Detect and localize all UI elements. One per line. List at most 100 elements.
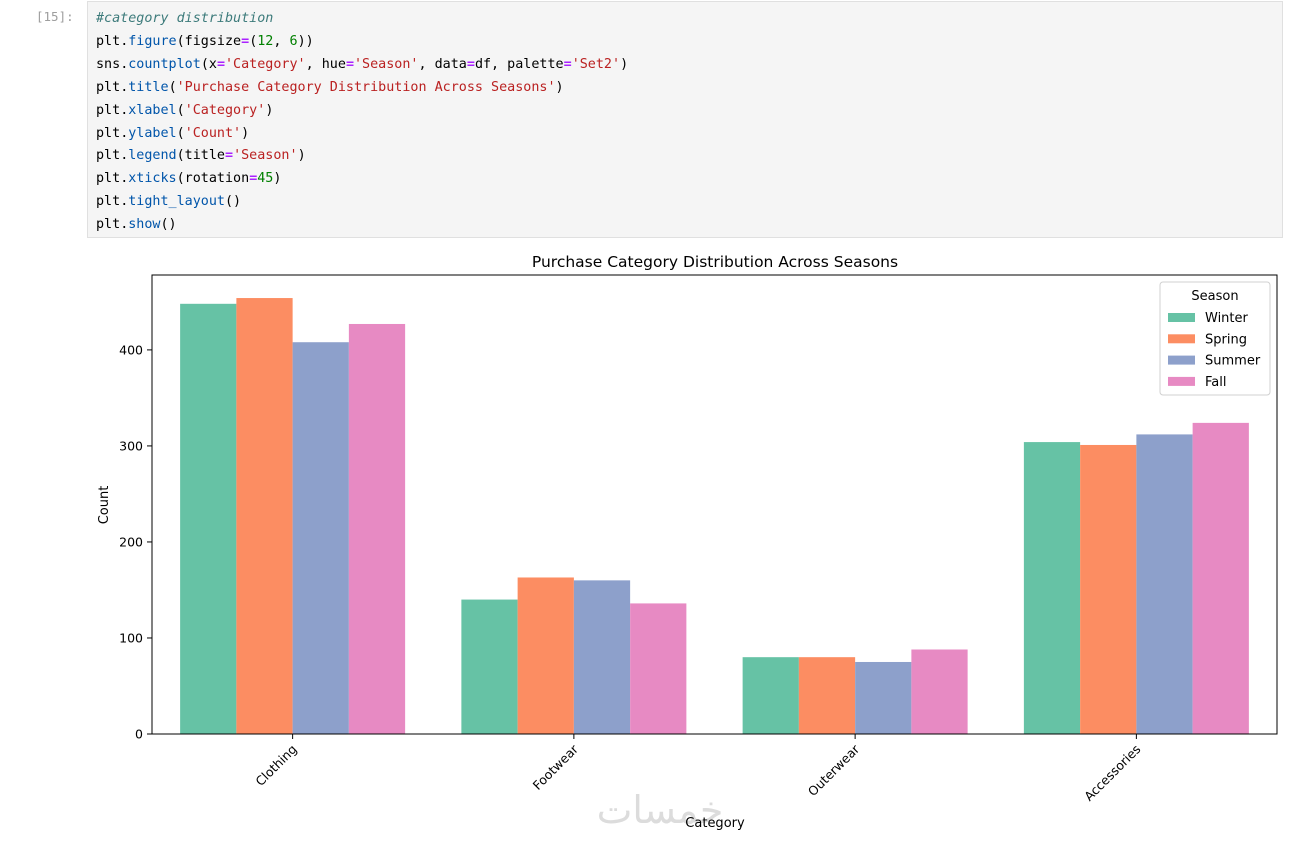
code-token: ylabel bbox=[128, 125, 177, 141]
y-tick-label: 100 bbox=[119, 630, 143, 645]
code-token: 'Season' bbox=[354, 56, 419, 72]
code-token: ) bbox=[555, 79, 564, 95]
x-tick-label: Clothing bbox=[252, 742, 299, 789]
x-tick-label: Accessories bbox=[1081, 742, 1143, 804]
bar-clothing-spring bbox=[236, 298, 293, 734]
code-token: plt bbox=[96, 148, 121, 164]
code-token: plt bbox=[96, 171, 121, 187]
code-token: , hue bbox=[305, 56, 346, 72]
bar-footwear-summer bbox=[573, 580, 631, 734]
bar-outerwear-fall bbox=[911, 649, 968, 734]
y-tick-label: 300 bbox=[119, 438, 143, 453]
legend-swatch-winter bbox=[1168, 313, 1195, 322]
code-token: . bbox=[120, 33, 129, 49]
x-tick-label: Outerwear bbox=[805, 741, 863, 799]
legend-swatch-summer bbox=[1168, 355, 1195, 365]
code-token: 'Count' bbox=[184, 125, 242, 141]
code-token: 'Purchase Category Distribution Across S… bbox=[176, 79, 556, 95]
y-tick-label: 400 bbox=[119, 342, 143, 357]
code-token: )) bbox=[297, 33, 314, 49]
code-token: (x bbox=[200, 56, 217, 72]
code-token: (title bbox=[176, 148, 225, 164]
code-token: ( bbox=[168, 79, 177, 95]
chart-figure: Purchase Category Distribution Across Se… bbox=[97, 253, 1278, 832]
code-token: xticks bbox=[128, 171, 177, 187]
code-token: 6 bbox=[289, 33, 298, 49]
code-token: plt bbox=[96, 194, 121, 210]
code-token: plt bbox=[96, 33, 121, 49]
bar-accessories-winter bbox=[1023, 442, 1081, 734]
chart-legend: Season Winter Spring Summer Fall bbox=[1159, 281, 1271, 396]
code-token: ( bbox=[176, 125, 185, 141]
code-token: ) bbox=[241, 125, 250, 141]
code-token: ( bbox=[176, 102, 185, 118]
code-token: () bbox=[225, 194, 242, 210]
code-token: . bbox=[120, 194, 129, 210]
code-token: = bbox=[563, 56, 572, 72]
legend-label-summer: Summer bbox=[1205, 354, 1261, 369]
code-token: plt bbox=[96, 125, 121, 141]
bar-footwear-winter bbox=[461, 599, 518, 734]
y-axis-label: Count bbox=[97, 486, 112, 525]
bar-accessories-summer bbox=[1136, 434, 1193, 734]
code-token: plt bbox=[96, 102, 121, 118]
code-token: 'Category' bbox=[184, 102, 266, 118]
code-token: title bbox=[128, 79, 169, 95]
code-token: . bbox=[120, 102, 129, 118]
legend-label-spring: Spring bbox=[1205, 332, 1247, 347]
code-token: 12 bbox=[257, 33, 274, 49]
bar-clothing-summer bbox=[292, 342, 349, 734]
watermark-logo: خمسات bbox=[597, 788, 724, 832]
code-token: 45 bbox=[257, 171, 274, 187]
code-token: 'Category' bbox=[225, 56, 306, 72]
code-token: xlabel bbox=[128, 102, 177, 118]
code-token: ( bbox=[249, 33, 258, 49]
chart-title: Purchase Category Distribution Across Se… bbox=[532, 253, 898, 271]
code-token: = bbox=[216, 56, 225, 72]
code-token: = bbox=[225, 148, 234, 164]
code-token: = bbox=[345, 56, 354, 72]
code-token: legend bbox=[128, 148, 177, 164]
bar-outerwear-spring bbox=[798, 657, 856, 734]
code-token: (figsize bbox=[176, 33, 242, 49]
code-token: plt bbox=[96, 79, 121, 95]
bar-outerwear-winter bbox=[742, 657, 799, 734]
code-token: . bbox=[120, 171, 129, 187]
code-token: countplot bbox=[128, 56, 201, 72]
code-token: = bbox=[249, 171, 258, 187]
code-token: = bbox=[466, 56, 475, 72]
plot-area-frame bbox=[151, 274, 1278, 735]
legend-swatch-spring bbox=[1168, 334, 1195, 344]
code-token: 'Season' bbox=[233, 148, 298, 164]
code-token: figure bbox=[128, 33, 177, 49]
code-token: . bbox=[120, 148, 129, 164]
legend-label-winter: Winter bbox=[1205, 311, 1249, 326]
code-token: ) bbox=[620, 56, 629, 72]
bar-accessories-fall bbox=[1192, 422, 1249, 734]
code-token: , bbox=[273, 33, 290, 49]
code-token: plt bbox=[96, 217, 121, 233]
y-tick-label: 0 bbox=[135, 727, 143, 742]
bar-outerwear-summer bbox=[855, 661, 912, 734]
bar-footwear-spring bbox=[517, 577, 574, 734]
legend-label-fall: Fall bbox=[1205, 375, 1226, 390]
code-token: , data bbox=[418, 56, 467, 72]
cell-prompt: [15]: bbox=[36, 9, 74, 24]
legend-title: Season bbox=[1191, 289, 1238, 304]
code-token: 'Set2' bbox=[571, 56, 621, 72]
code-cell-editor[interactable]: #category distribution plt.figure(figsiz… bbox=[87, 1, 1283, 238]
code-token: (rotation bbox=[176, 171, 250, 187]
code-token: . bbox=[120, 56, 129, 72]
x-axis-label: Category bbox=[685, 816, 745, 831]
code-token: ) bbox=[265, 102, 274, 118]
bar-accessories-spring bbox=[1080, 444, 1137, 734]
legend-swatch-fall bbox=[1168, 376, 1195, 386]
code-token: . bbox=[120, 217, 129, 233]
code-token: () bbox=[160, 217, 177, 233]
code-editor-text[interactable]: #category distribution plt.figure(figsiz… bbox=[96, 8, 628, 237]
code-token: . bbox=[120, 79, 129, 95]
code-token: tight_layout bbox=[128, 194, 225, 210]
code-token: df, palette bbox=[474, 56, 564, 72]
bar-clothing-winter bbox=[180, 303, 237, 734]
code-token: . bbox=[120, 125, 129, 141]
